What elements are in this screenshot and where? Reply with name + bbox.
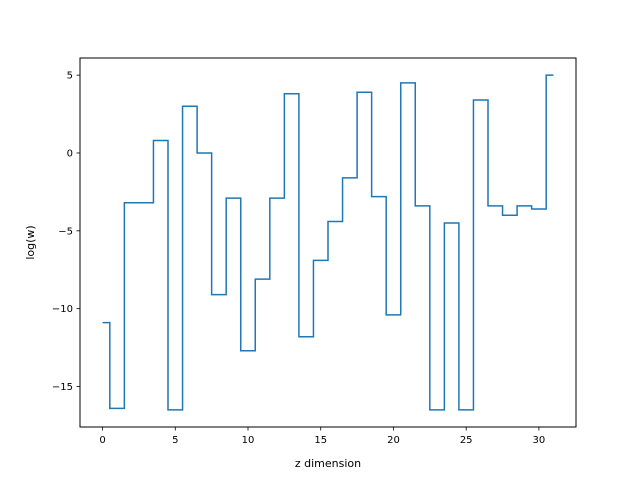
x-tick-label: 25 <box>460 435 473 446</box>
y-tick-label: −10 <box>52 304 73 315</box>
y-tick-label: −15 <box>52 382 73 393</box>
x-tick-label: 0 <box>99 435 105 446</box>
series-layer <box>102 74 554 411</box>
y-tick-label: −5 <box>58 226 73 237</box>
y-tick-label: 5 <box>67 71 73 82</box>
x-axis-ticks: 0 5 10 15 20 25 30 <box>99 427 545 446</box>
y-axis-ticks: −15 −10 −5 0 5 <box>52 71 80 393</box>
x-tick-label: 5 <box>172 435 178 446</box>
y-axis-label: log(w) <box>24 225 37 259</box>
y-tick-label: 0 <box>67 148 73 159</box>
x-tick-label: 10 <box>242 435 255 446</box>
plot-frame <box>79 57 577 428</box>
x-tick-label: 30 <box>533 435 546 446</box>
series-line-0 <box>102 74 554 411</box>
x-tick-label: 15 <box>314 435 327 446</box>
x-axis-label: z dimension <box>295 457 361 470</box>
x-tick-label: 20 <box>387 435 400 446</box>
